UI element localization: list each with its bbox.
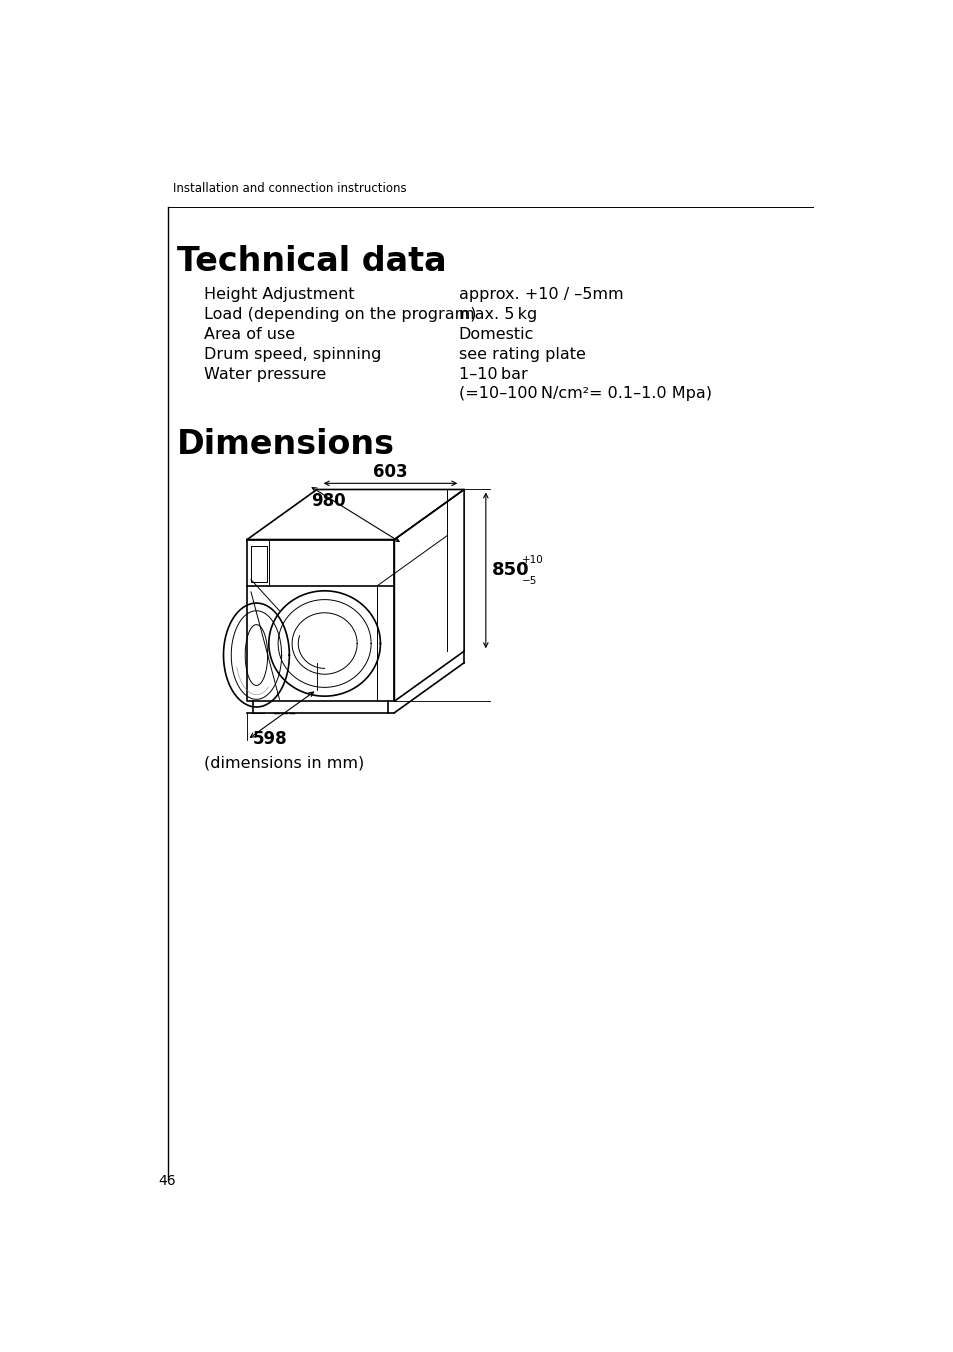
Text: approx. +10 / –5mm: approx. +10 / –5mm bbox=[458, 287, 622, 301]
Text: (dimensions in mm): (dimensions in mm) bbox=[204, 756, 364, 771]
Text: 1–10 bar: 1–10 bar bbox=[458, 366, 527, 383]
Text: Technical data: Technical data bbox=[177, 246, 447, 279]
Text: 598: 598 bbox=[253, 730, 288, 748]
Text: 850: 850 bbox=[492, 561, 529, 580]
Text: (=10–100 N/cm²= 0.1–1.0 Mpa): (=10–100 N/cm²= 0.1–1.0 Mpa) bbox=[458, 385, 711, 400]
Text: Water pressure: Water pressure bbox=[204, 366, 327, 383]
Text: Height Adjustment: Height Adjustment bbox=[204, 287, 355, 301]
Text: Installation and connection instructions: Installation and connection instructions bbox=[173, 183, 407, 195]
Text: 980: 980 bbox=[311, 492, 345, 510]
Text: see rating plate: see rating plate bbox=[458, 347, 585, 362]
Text: Domestic: Domestic bbox=[458, 327, 534, 342]
Text: +10: +10 bbox=[521, 554, 542, 565]
Text: −5: −5 bbox=[521, 576, 537, 585]
Text: max. 5 kg: max. 5 kg bbox=[458, 307, 537, 322]
Text: Area of use: Area of use bbox=[204, 327, 295, 342]
Text: 603: 603 bbox=[373, 462, 407, 481]
Text: Drum speed, spinning: Drum speed, spinning bbox=[204, 347, 381, 362]
Text: Load (depending on the program): Load (depending on the program) bbox=[204, 307, 477, 322]
Text: 46: 46 bbox=[158, 1174, 175, 1188]
Text: Dimensions: Dimensions bbox=[177, 427, 395, 461]
